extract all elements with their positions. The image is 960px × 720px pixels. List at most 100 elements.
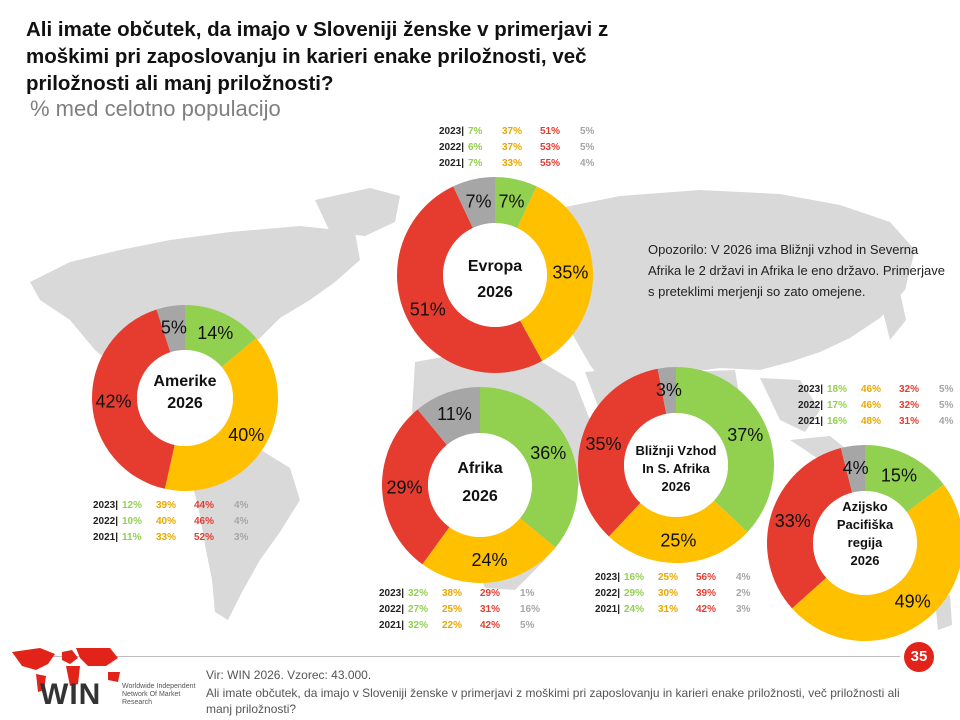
history-value: 4% [939,416,954,427]
donut-value-label: 3% [656,380,682,400]
history-value: 5% [520,620,535,631]
donut-center-label: Bližnji Vzhod [636,443,717,458]
history-row: 2022| 27% 25% 31% 16% [366,602,542,618]
history-row: 2023| 16% 25% 56% 4% [582,570,758,586]
donut-hole [137,350,233,446]
history-value: 44% [194,500,215,511]
donut-slice-green [480,387,578,548]
history-year: 2023| [438,126,464,137]
history-value: 52% [194,532,215,543]
donut-center-label: Azijsko [842,499,888,514]
history-value: 16% [827,416,848,427]
donut-slice-red [397,186,543,373]
history-row: 2022| 29% 30% 39% 2% [582,586,758,602]
history-value: 5% [939,384,954,395]
history-value: 27% [408,604,429,615]
history-value: 37% [502,142,523,153]
history-value: 1% [520,588,535,599]
history-value: 48% [861,416,882,427]
win-logo-subtitle: Worldwide Independent Network Of Market … [122,683,196,706]
history-value: 32% [408,588,429,599]
donut-center-label: In S. Afrika [642,461,710,476]
donut-slice-grey [156,305,185,353]
history-year: 2022| [797,400,823,411]
history-year: 2021| [378,620,404,631]
history-value: 16% [624,572,645,583]
donut-value-label: 24% [471,550,507,570]
history-value: 3% [234,532,249,543]
donut-hole [624,413,728,517]
history-value: 39% [696,588,717,599]
donut-value-label: 35% [586,434,622,454]
history-value: 25% [442,604,463,615]
donut-value-label: 15% [881,466,917,486]
history-row: 2022| 6% 37% 53% 5% [426,140,602,156]
history-value: 18% [827,384,848,395]
footer-divider [30,656,900,657]
donut-slice-green [495,177,537,228]
donut-value-label: 7% [498,191,524,211]
history-value: 24% [624,604,645,615]
history-year: 2021| [92,532,118,543]
donut-center-label: 2026 [167,395,203,412]
history-value: 33% [502,158,523,169]
donut-center-label: 2026 [851,553,880,568]
history-value: 29% [624,588,645,599]
donut-center-label: 2026 [477,284,513,301]
donut-center-label: 2026 [462,488,498,505]
history-value: 31% [899,416,920,427]
history-year: 2021| [438,158,464,169]
history-value: 30% [658,588,679,599]
donut-center-label: Evropa [468,258,522,275]
history-value: 7% [468,158,483,169]
donut-slice-yellow [164,338,279,492]
history-value: 4% [234,500,249,511]
source-note: Vir: WIN 2026. Vzorec: 43.000. [206,668,372,682]
donut-center-label: 2026 [662,479,691,494]
donut-slice-yellow [422,518,556,583]
donut-slice-red [91,309,175,489]
history-year: 2023| [797,384,823,395]
history-value: 10% [122,516,143,527]
history-row: 2021| 24% 31% 42% 3% [582,602,758,618]
history-year: 2021| [594,604,620,615]
history-table: 2023| 18% 46% 32% 5% 2022| 17% 46% 32% 5% 2021| 16%… [785,382,960,430]
history-row: 2021| 11% 33% 52% 3% [80,530,256,546]
donut-center-label: regija [848,535,883,550]
history-year: 2023| [92,500,118,511]
donut-bli-nji-vzhod-in-s-afrika: 37% 25% 35% 3% Bližnji Vzhod In S. Afrika 2026 [577,367,774,563]
donut-hole [443,223,547,327]
history-value: 32% [408,620,429,631]
history-value: 37% [502,126,523,137]
history-value: 46% [194,516,215,527]
donut-value-label: 29% [387,477,423,497]
donut-hole [813,491,917,595]
history-row: 2023| 12% 39% 44% 4% [80,498,256,514]
history-row: 2021| 16% 48% 31% 4% [785,414,960,430]
history-row: 2021| 7% 33% 55% 4% [426,156,602,172]
donut-slice-green [185,305,257,368]
win-logo-text: WIN [40,678,102,711]
history-year: 2022| [378,604,404,615]
history-value: 51% [540,126,561,137]
history-value: 29% [480,588,501,599]
comparison-note: Opozorilo: V 2026 ima Bližnji vzhod in S… [648,242,945,299]
history-value: 53% [540,142,561,153]
history-year: 2022| [594,588,620,599]
donut-slice-yellow [517,186,593,361]
history-value: 38% [442,588,463,599]
history-value: 5% [580,126,595,137]
history-value: 25% [658,572,679,583]
history-value: 6% [468,142,483,153]
donut-slice-grey [417,387,480,445]
donut-slice-yellow [608,500,748,563]
donut-evropa: 7% 35% 51% 7% Evropa 2026 [397,177,593,373]
donut-slice-yellow [792,484,960,641]
donut-azijsko-pacifi-ka-regija: 15% 49% 33% 4% Azijsko Pacifiška regija 2026 [766,445,960,641]
history-year: 2023| [378,588,404,599]
history-value: 32% [899,384,920,395]
history-year: 2022| [438,142,464,153]
donut-slice-red [577,368,667,537]
donut-value-label: 25% [660,530,696,550]
